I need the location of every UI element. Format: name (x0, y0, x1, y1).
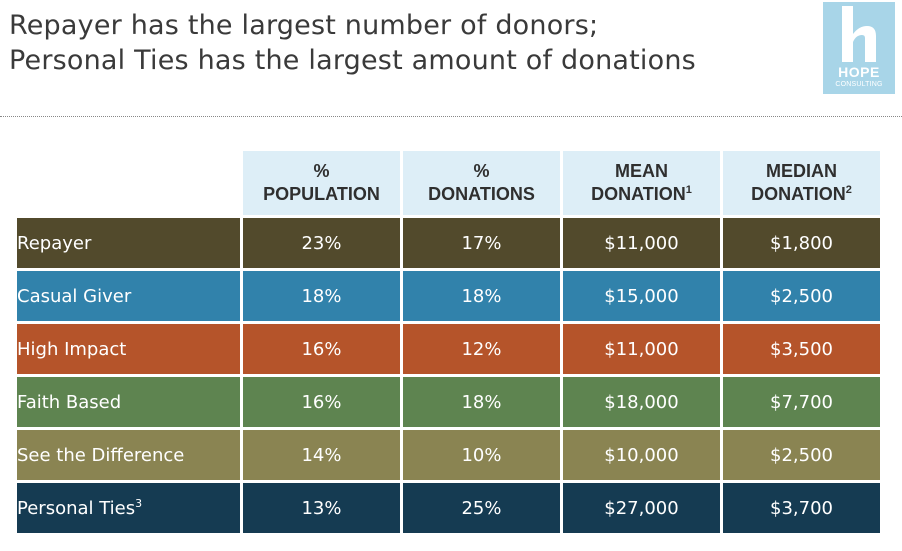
segment-table: % POPULATION % DONATIONS MEAN DONATION1 … (14, 148, 883, 536)
cell-population: 14% (243, 430, 400, 480)
header-blank-cell (17, 151, 240, 215)
segment-name: High Impact (17, 338, 127, 360)
header-row: % POPULATION % DONATIONS MEAN DONATION1 … (17, 151, 880, 215)
cell-mean-donation: $27,000 (563, 483, 720, 533)
cell-population: 16% (243, 377, 400, 427)
segment-name: Casual Giver (17, 285, 132, 307)
segment-name: Faith Based (17, 391, 122, 413)
header-line-2: DONATION1 (591, 184, 692, 204)
hope-consulting-logo: HOPE CONSULTING (823, 2, 895, 94)
segment-name: Repayer (17, 232, 92, 254)
slide-title: Repayer has the largest number of donors… (9, 8, 799, 78)
cell-segment-name: Casual Giver (17, 271, 240, 321)
cell-mean-donation: $18,000 (563, 377, 720, 427)
cell-donations: 12% (403, 324, 560, 374)
table-body: Repayer 23% 17% $11,000 $1,800 Casual Giver 18… (17, 218, 880, 533)
cell-segment-name: High Impact (17, 324, 240, 374)
footnote-marker: 1 (685, 184, 692, 196)
cell-segment-name: Faith Based (17, 377, 240, 427)
cell-median-donation: $2,500 (723, 271, 880, 321)
table-row: See the Difference 14% 10% $10,000 $2,500 (17, 430, 880, 480)
cell-segment-name: Repayer (17, 218, 240, 268)
cell-mean-donation: $11,000 (563, 324, 720, 374)
footnote-marker: 3 (135, 496, 143, 510)
logo-word: HOPE (838, 64, 880, 80)
cell-median-donation: $3,700 (723, 483, 880, 533)
cell-donations: 18% (403, 377, 560, 427)
cell-donations: 25% (403, 483, 560, 533)
logo-text: HOPE CONSULTING (823, 64, 895, 89)
header-mean-donation: MEAN DONATION1 (563, 151, 720, 215)
header-median-donation: MEDIAN DONATION2 (723, 151, 880, 215)
cell-population: 18% (243, 271, 400, 321)
header-line-2: POPULATION (263, 184, 380, 204)
cell-mean-donation: $10,000 (563, 430, 720, 480)
title-line-1: Repayer has the largest number of donors… (9, 10, 599, 41)
title-line-2: Personal Ties has the largest amount of … (9, 45, 696, 76)
table-row: Personal Ties3 13% 25% $27,000 $3,700 (17, 483, 880, 533)
cell-donations: 17% (403, 218, 560, 268)
segment-name: See the Difference (17, 444, 185, 466)
header-line-1: MEDIAN (766, 161, 837, 181)
cell-donations: 18% (403, 271, 560, 321)
cell-population: 13% (243, 483, 400, 533)
header-line-1: % (473, 161, 490, 181)
header-donations: % DONATIONS (403, 151, 560, 215)
cell-median-donation: $1,800 (723, 218, 880, 268)
logo-h-mark-icon (842, 6, 876, 62)
cell-population: 16% (243, 324, 400, 374)
cell-segment-name: See the Difference (17, 430, 240, 480)
cell-population: 23% (243, 218, 400, 268)
table-row: Faith Based 16% 18% $18,000 $7,700 (17, 377, 880, 427)
header-population: % POPULATION (243, 151, 400, 215)
header-line-1: MEAN (615, 161, 668, 181)
cell-median-donation: $3,500 (723, 324, 880, 374)
header-line-2: DONATIONS (428, 184, 535, 204)
table-row: Casual Giver 18% 18% $15,000 $2,500 (17, 271, 880, 321)
cell-donations: 10% (403, 430, 560, 480)
logo-subtitle: CONSULTING (835, 81, 883, 88)
footnote-marker: 2 (845, 184, 852, 196)
cell-median-donation: $2,500 (723, 430, 880, 480)
header-line-1: % (313, 161, 330, 181)
cell-median-donation: $7,700 (723, 377, 880, 427)
segment-name: Personal Ties (17, 497, 136, 519)
divider (0, 116, 902, 117)
cell-mean-donation: $11,000 (563, 218, 720, 268)
cell-mean-donation: $15,000 (563, 271, 720, 321)
table-row: High Impact 16% 12% $11,000 $3,500 (17, 324, 880, 374)
cell-segment-name: Personal Ties3 (17, 483, 240, 533)
header-line-2: DONATION2 (751, 184, 852, 204)
table-row: Repayer 23% 17% $11,000 $1,800 (17, 218, 880, 268)
